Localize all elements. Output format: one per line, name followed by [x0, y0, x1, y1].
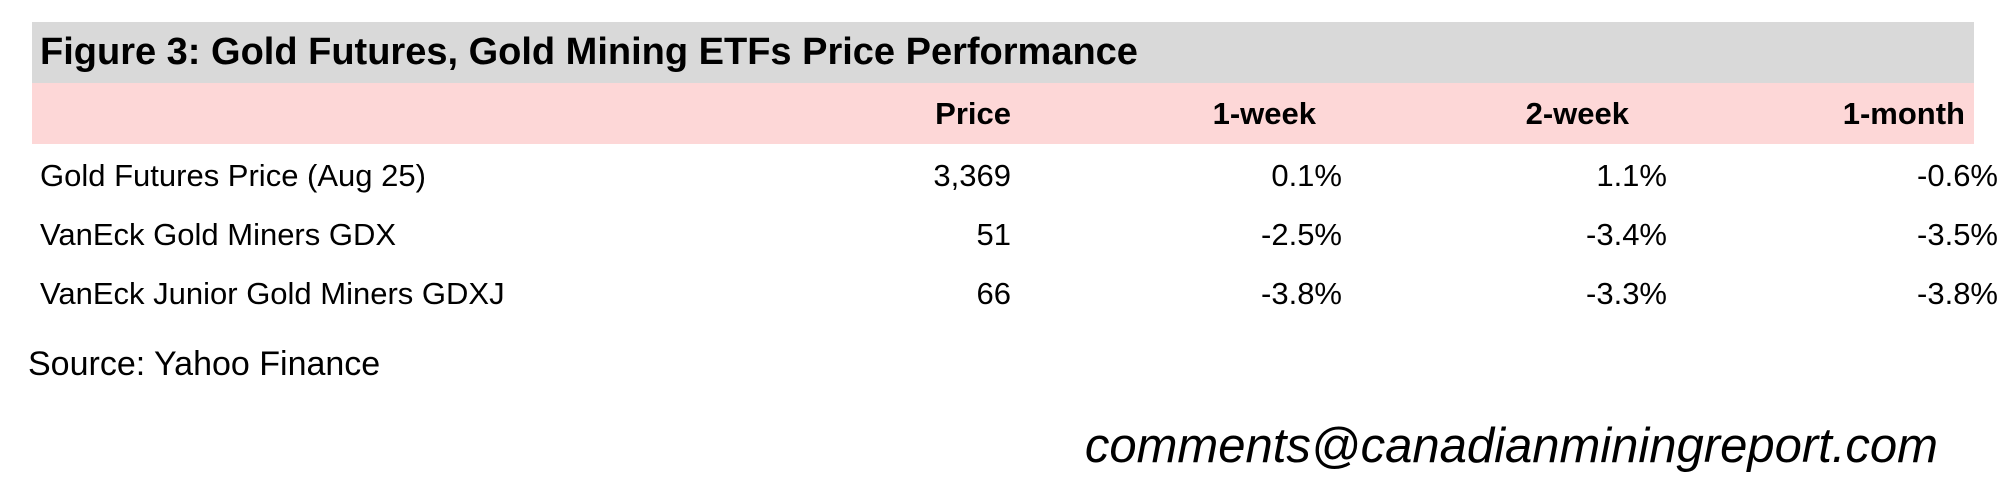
table-cell: 3,369	[933, 158, 1011, 193]
table-cell: -3.4%	[1586, 217, 1667, 252]
table-cell: 51	[976, 217, 1011, 252]
source-note: Source: Yahoo Finance	[28, 345, 381, 383]
header-row: Price 1-week 2-week 1-month	[32, 83, 1974, 144]
table-cell: -3.8%	[1261, 276, 1342, 311]
row-label: VanEck Junior Gold Miners GDXJ	[40, 276, 505, 311]
table-cell: -0.6%	[1917, 158, 1998, 193]
table-cell: 1.1%	[1596, 158, 1667, 193]
column-header: 2-week	[1525, 96, 1629, 131]
table-cell: 0.1%	[1271, 158, 1342, 193]
title-bar: Figure 3: Gold Futures, Gold Mining ETFs…	[32, 22, 1974, 83]
table-cell: -3.8%	[1917, 276, 1998, 311]
table-cell: -3.3%	[1586, 276, 1667, 311]
column-header: Price	[935, 96, 1011, 131]
table-cell: 66	[976, 276, 1011, 311]
column-header: 1-month	[1842, 96, 1965, 131]
table-cell: -3.5%	[1917, 217, 1998, 252]
figure-title: Figure 3: Gold Futures, Gold Mining ETFs…	[40, 31, 1138, 73]
table-cell: -2.5%	[1261, 217, 1342, 252]
row-label: VanEck Gold Miners GDX	[40, 217, 397, 252]
column-header: 1-week	[1212, 96, 1316, 131]
contact-email: comments@canadianminingreport.com	[1084, 419, 1938, 473]
row-label: Gold Futures Price (Aug 25)	[40, 158, 426, 193]
